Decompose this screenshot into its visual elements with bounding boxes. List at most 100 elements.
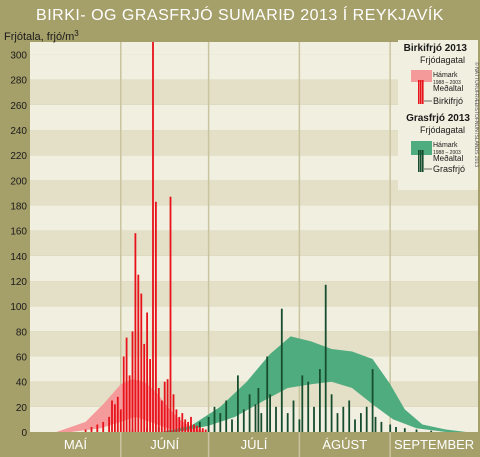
- grass-bar: [403, 428, 406, 432]
- y-tick-label: 180: [10, 202, 27, 213]
- y-tick-label: 20: [16, 403, 28, 414]
- birch-bar: [163, 381, 166, 432]
- y-tick-label: 220: [10, 151, 27, 162]
- grass-bar: [248, 394, 251, 432]
- legend-grass-band: [411, 141, 432, 155]
- birch-bar: [134, 233, 137, 432]
- grid-band: [30, 281, 478, 307]
- legend-grass-label: Grasfrjó: [433, 164, 465, 174]
- legend-grass-hamark: Hámark: [433, 142, 458, 149]
- birch-bar: [90, 427, 93, 432]
- grass-bar: [301, 375, 304, 432]
- legend-birch-bar: [420, 80, 422, 104]
- grass-bar: [257, 388, 260, 432]
- y-tick-label: 100: [10, 302, 27, 313]
- legend-grass-bar: [420, 150, 422, 172]
- birch-bar: [181, 413, 184, 432]
- y-tick-label: 0: [21, 428, 27, 439]
- y-tick-label: 60: [16, 353, 28, 364]
- grass-bar: [231, 419, 233, 432]
- month-label: SEPTEMBER: [394, 437, 474, 452]
- birch-bar: [108, 416, 110, 432]
- legend-medaltal: Meðaltal: [433, 84, 463, 93]
- legend-birch-label: Birkifrjó: [433, 96, 463, 106]
- legend-grass-medaltal: Meðaltal: [433, 154, 463, 163]
- birch-bar: [146, 312, 148, 432]
- grass-bar: [348, 400, 351, 432]
- grass-bar: [286, 413, 289, 432]
- legend-birch-band: [411, 70, 432, 82]
- month-label: MAÍ: [64, 437, 88, 452]
- birch-bar: [111, 400, 113, 432]
- birch-bar: [152, 42, 154, 432]
- birch-bar: [131, 331, 134, 432]
- month-label: JÚLÍ: [241, 437, 268, 452]
- y-tick-label: 40: [16, 378, 28, 389]
- legend-grass-frjodagatal: Frjódagatal: [420, 125, 465, 135]
- grass-bar: [242, 409, 245, 432]
- legend-grass-title: Grasfrjó 2013: [406, 113, 470, 124]
- y-tick-label: 300: [10, 51, 27, 62]
- grass-bar: [266, 356, 269, 432]
- grass-bar: [254, 404, 257, 432]
- grid-band: [30, 230, 478, 256]
- birch-bar: [178, 416, 181, 432]
- grid-band: [30, 205, 478, 231]
- chart-title: BIRKI- OG GRASFRJÓ SUMARIÐ 2013 Í REYKJA…: [36, 5, 444, 24]
- grass-bar: [371, 369, 374, 432]
- grid-band: [30, 255, 478, 282]
- birch-bar: [160, 400, 163, 432]
- birch-bar: [102, 421, 105, 432]
- y-tick-label: 200: [10, 176, 27, 187]
- grid-band: [30, 331, 478, 357]
- grass-bar: [225, 400, 228, 432]
- legend-period: 1988 – 2003: [433, 80, 461, 86]
- birch-bar: [172, 394, 175, 432]
- grass-bar: [213, 406, 216, 432]
- grass-bar: [380, 421, 383, 432]
- birch-bar: [116, 396, 119, 432]
- birch-bar: [196, 425, 198, 432]
- grass-bar: [198, 421, 201, 432]
- grass-bar: [280, 308, 283, 432]
- birch-bar: [143, 343, 146, 432]
- birch-bar: [119, 409, 122, 432]
- birch-bar: [114, 404, 116, 432]
- grass-bar: [307, 381, 310, 432]
- grass-bar: [365, 406, 368, 432]
- birch-bar: [184, 419, 187, 432]
- grass-bar: [319, 369, 321, 432]
- birch-bar: [125, 337, 128, 432]
- birch-bar: [193, 424, 195, 432]
- y-tick-label: 140: [10, 252, 27, 263]
- birch-bar: [84, 429, 87, 432]
- birch-bar: [198, 427, 201, 432]
- grass-bar: [313, 406, 315, 432]
- birch-bar: [190, 416, 192, 432]
- grass-bar: [269, 394, 271, 432]
- grass-bar: [298, 419, 301, 432]
- grass-bar: [275, 406, 277, 432]
- grass-bar: [237, 375, 239, 432]
- birch-bar: [128, 375, 131, 432]
- legend-grass-bar: [422, 150, 424, 172]
- legend-grass-bar: [418, 150, 420, 172]
- grass-bar: [430, 430, 433, 432]
- legend-box: [398, 40, 478, 190]
- legend-grass-period: 1988 – 2003: [433, 150, 461, 156]
- legend-frjodagatal: Frjódagatal: [420, 55, 465, 65]
- y-tick-label: 160: [10, 227, 27, 238]
- birch-bar: [122, 356, 125, 432]
- grass-bar: [395, 427, 397, 432]
- y-tick-label: 120: [10, 277, 27, 288]
- y-axis-unit-superscript: 3: [74, 29, 79, 38]
- grass-bar: [292, 400, 295, 432]
- grass-bar: [342, 406, 345, 432]
- grass-bar: [389, 424, 392, 432]
- birch-bar: [169, 196, 172, 432]
- birch-bar: [175, 409, 178, 432]
- birch-bar: [187, 421, 189, 432]
